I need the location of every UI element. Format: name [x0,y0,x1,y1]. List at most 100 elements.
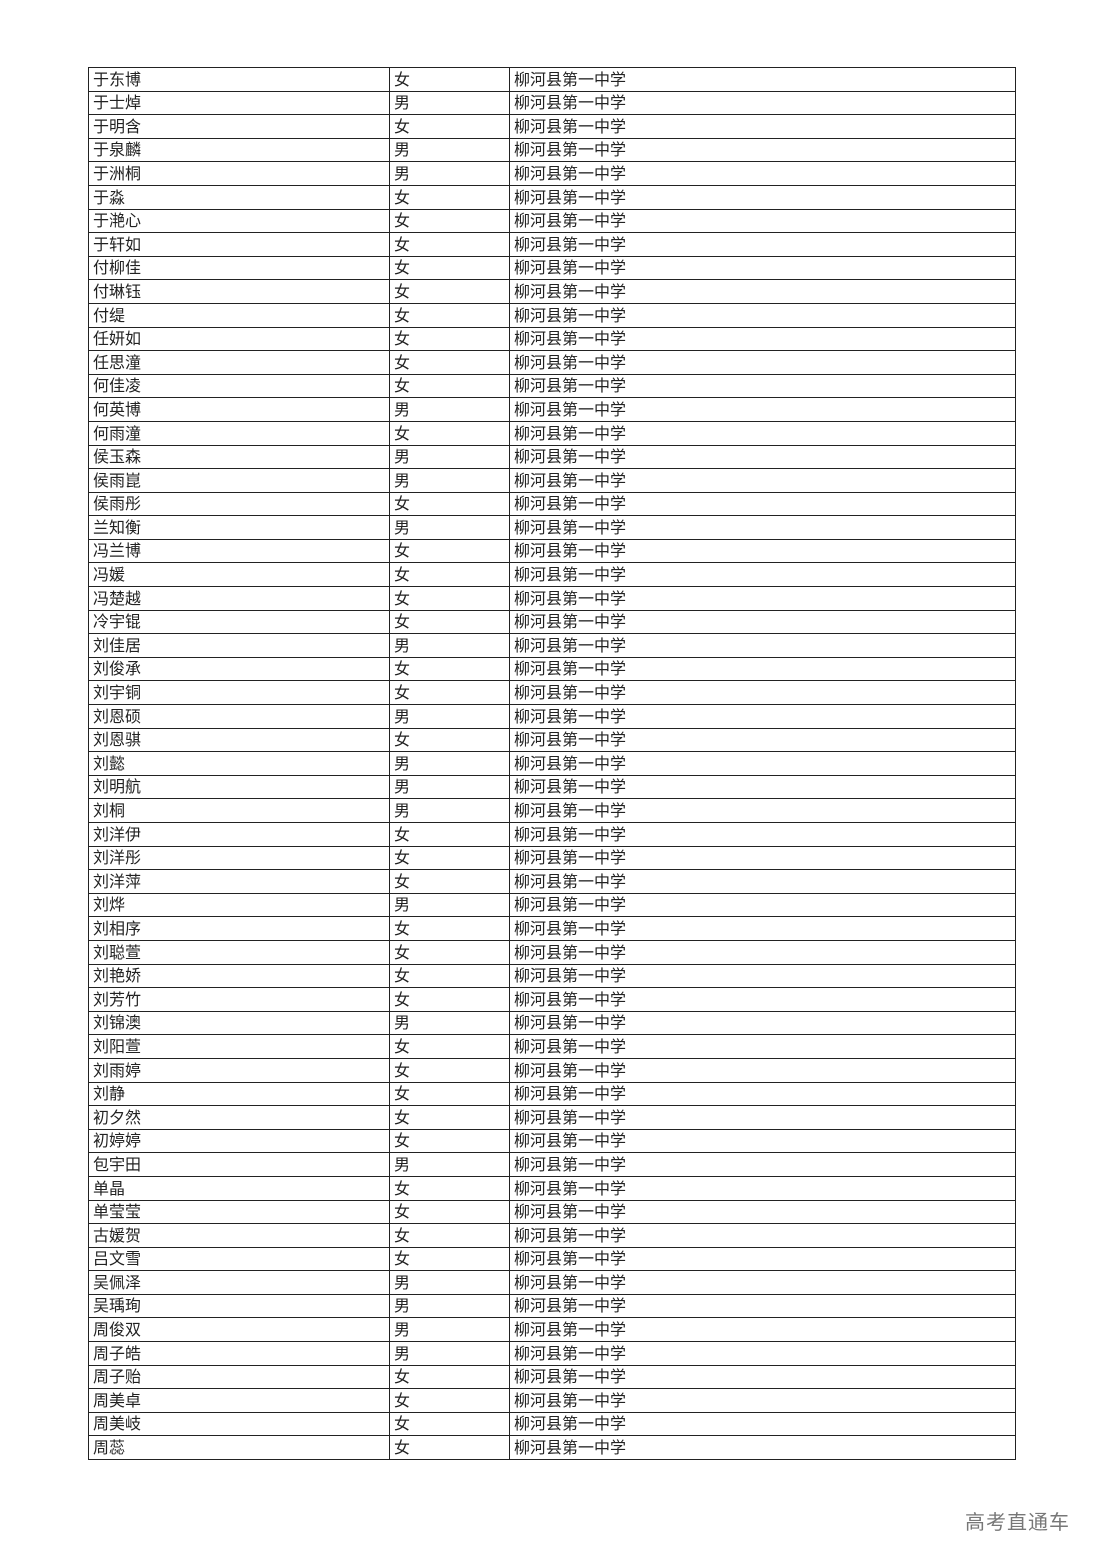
cell-school: 柳河县第一中学 [509,137,1016,163]
cell-name: 刘俊承 [88,656,390,682]
table-row: 周子贻女柳河县第一中学 [88,1364,1016,1390]
table-row: 于淼女柳河县第一中学 [88,184,1016,210]
table-row: 何佳凌女柳河县第一中学 [88,373,1016,399]
cell-gender: 女 [389,1411,510,1437]
cell-gender: 男 [389,1270,510,1295]
cell-gender: 女 [389,586,510,611]
cell-school: 柳河县第一中学 [509,586,1016,611]
cell-school: 柳河县第一中学 [509,1175,1016,1201]
cell-gender: 男 [389,468,510,493]
table-row: 于士焯男柳河县第一中学 [88,90,1016,116]
cell-gender: 女 [389,680,510,706]
cell-school: 柳河县第一中学 [509,1152,1016,1177]
table-row: 古媛贺女柳河县第一中学 [88,1223,1016,1248]
cell-gender: 女 [389,1057,510,1083]
cell-gender: 女 [389,1081,510,1107]
cell-name: 何雨潼 [88,420,390,446]
cell-gender: 女 [389,1175,510,1201]
cell-name: 刘阳萱 [88,1034,390,1059]
cell-school: 柳河县第一中学 [509,279,1016,304]
cell-gender: 女 [389,1388,510,1413]
table-row: 周美岐女柳河县第一中学 [88,1411,1016,1437]
cell-school: 柳河县第一中学 [509,1293,1016,1319]
cell-school: 柳河县第一中学 [509,987,1016,1012]
table-row: 侯雨崑男柳河县第一中学 [88,468,1016,493]
cell-gender: 男 [389,515,510,540]
cell-name: 古媛贺 [88,1223,390,1248]
table-row: 兰知衡男柳河县第一中学 [88,515,1016,540]
table-row: 周美卓女柳河县第一中学 [88,1388,1016,1413]
cell-name: 初婷婷 [88,1128,390,1154]
cell-name: 付缇 [88,302,390,328]
cell-gender: 女 [389,279,510,304]
table-row: 刘明航男柳河县第一中学 [88,774,1016,800]
cell-gender: 女 [389,1105,510,1130]
watermark: 高考直通车 [965,1510,1070,1534]
table-row: 冷宇锟女柳河县第一中学 [88,609,1016,635]
cell-school: 柳河县第一中学 [509,869,1016,894]
cell-name: 刘懿 [88,751,390,776]
cell-school: 柳河县第一中学 [509,939,1016,965]
cell-gender: 男 [389,1152,510,1177]
table-row: 包宇田男柳河县第一中学 [88,1152,1016,1177]
table-row: 于明含女柳河县第一中学 [88,114,1016,139]
cell-gender: 女 [389,1246,510,1272]
cell-school: 柳河县第一中学 [509,302,1016,328]
cell-school: 柳河县第一中学 [509,1034,1016,1059]
cell-gender: 女 [389,939,510,965]
cell-name: 周美卓 [88,1388,390,1413]
cell-name: 周子贻 [88,1364,390,1390]
cell-name: 于滟心 [88,208,390,234]
table-row: 刘艳娇女柳河县第一中学 [88,963,1016,989]
cell-school: 柳河县第一中学 [509,1341,1016,1366]
table-row: 刘静女柳河县第一中学 [88,1081,1016,1107]
table-row: 何雨潼女柳河县第一中学 [88,420,1016,446]
table-row: 周蕊女柳河县第一中学 [88,1435,1016,1461]
cell-school: 柳河县第一中学 [509,232,1016,257]
table-row: 何英博男柳河县第一中学 [88,397,1016,422]
cell-name: 付柳佳 [88,255,390,281]
table-row: 侯玉森男柳河县第一中学 [88,444,1016,470]
cell-school: 柳河县第一中学 [509,208,1016,234]
cell-gender: 男 [389,1010,510,1036]
table-row: 刘芳竹女柳河县第一中学 [88,987,1016,1012]
table-row: 侯雨彤女柳河县第一中学 [88,491,1016,517]
table-row: 周子皓男柳河县第一中学 [88,1341,1016,1366]
cell-gender: 男 [389,161,510,186]
table-row: 刘锦澳男柳河县第一中学 [88,1010,1016,1036]
cell-gender: 女 [389,538,510,564]
table-row: 吴佩泽男柳河县第一中学 [88,1270,1016,1295]
cell-gender: 男 [389,892,510,918]
table-row: 任思潼女柳河县第一中学 [88,350,1016,375]
cell-school: 柳河县第一中学 [509,350,1016,375]
table-row: 付琳钰女柳河县第一中学 [88,279,1016,304]
cell-school: 柳河县第一中学 [509,1317,1016,1343]
cell-school: 柳河县第一中学 [509,845,1016,871]
cell-gender: 女 [389,350,510,375]
student-table: 于东博女柳河县第一中学 于士焯男柳河县第一中学 于明含女柳河县第一中学 于泉麟男柳河县… [88,67,1016,1461]
cell-name: 刘洋萍 [88,869,390,894]
table-row: 单莹莹女柳河县第一中学 [88,1199,1016,1225]
table-row: 刘雨婷女柳河县第一中学 [88,1057,1016,1083]
table-row: 于东博女柳河县第一中学 [88,67,1016,92]
table-body: 于东博女柳河县第一中学 于士焯男柳河县第一中学 于明含女柳河县第一中学 于泉麟男柳河县… [88,67,1016,1461]
cell-school: 柳河县第一中学 [509,633,1016,658]
cell-gender: 男 [389,798,510,823]
cell-name: 吕文雪 [88,1246,390,1272]
table-row: 刘洋彤女柳河县第一中学 [88,845,1016,871]
table-row: 于泉麟男柳河县第一中学 [88,137,1016,163]
cell-school: 柳河县第一中学 [509,963,1016,989]
cell-gender: 男 [389,1341,510,1366]
table-row: 刘懿男柳河县第一中学 [88,751,1016,776]
cell-name: 于泉麟 [88,137,390,163]
table-row: 冯楚越女柳河县第一中学 [88,586,1016,611]
table-row: 付柳佳女柳河县第一中学 [88,255,1016,281]
cell-school: 柳河县第一中学 [509,562,1016,588]
cell-name: 于洲桐 [88,161,390,186]
cell-name: 刘雨婷 [88,1057,390,1083]
cell-school: 柳河县第一中学 [509,1246,1016,1272]
table-row: 于滟心女柳河县第一中学 [88,208,1016,234]
table-row: 吴瑀珣男柳河县第一中学 [88,1293,1016,1319]
cell-gender: 女 [389,184,510,210]
cell-gender: 女 [389,373,510,399]
